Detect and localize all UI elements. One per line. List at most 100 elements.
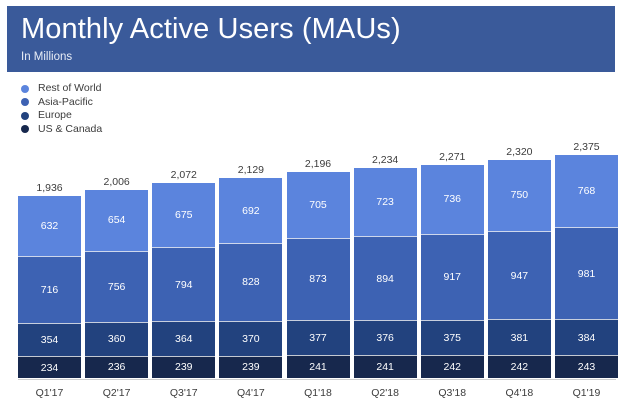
bar-segment[interactable]: 705 (286, 171, 350, 238)
bar-segment[interactable]: 360 (85, 322, 149, 356)
bar-segment-value: 234 (40, 361, 59, 374)
x-axis-tick-label: Q3'17 (169, 387, 198, 399)
bar-segment[interactable]: 377 (286, 319, 350, 356)
bar-segment-value: 364 (174, 332, 193, 345)
legend-item[interactable]: Rest of World (21, 82, 221, 95)
bar-segment-value: 239 (174, 361, 193, 374)
bar-segment-value: 705 (309, 198, 327, 211)
bar-segment[interactable]: 873 (286, 238, 350, 320)
bar-segment-value: 381 (510, 331, 529, 344)
bar-segment[interactable]: 756 (85, 251, 149, 323)
bar-segment[interactable]: 376 (353, 320, 417, 356)
bar-segment[interactable]: 981 (555, 227, 618, 320)
bar-total-label: 2,320 (506, 146, 533, 159)
bar-segment-value: 716 (40, 283, 59, 296)
bar-segment-value: 981 (577, 267, 596, 280)
bar-segment[interactable]: 723 (353, 168, 417, 237)
bar-stack: 675 794 364 239 (152, 183, 216, 378)
bar-group[interactable]: 2,320 750 947 381 242 (487, 140, 551, 378)
bar-segment[interactable]: 768 (555, 155, 618, 228)
bar-segment-value: 377 (309, 332, 327, 345)
bar-segment[interactable]: 894 (353, 236, 417, 321)
bar-segment[interactable]: 370 (219, 320, 283, 356)
bar-group[interactable]: 2,006 654 756 360 236 (85, 140, 149, 378)
legend-item-label: US & Canada (38, 122, 103, 135)
bar-segment-value: 384 (577, 331, 596, 344)
bar-group[interactable]: 2,271 736 917 375 242 (420, 140, 484, 378)
bar-stack: 750 947 381 242 (487, 160, 551, 378)
bar-segment[interactable]: 947 (487, 230, 551, 320)
bar-group[interactable]: 2,129 692 828 370 239 (219, 140, 283, 378)
bar-segment-value: 375 (443, 332, 462, 345)
legend-item[interactable]: Europe (21, 109, 221, 122)
bar-segment[interactable]: 692 (219, 178, 283, 244)
x-axis-tick-label: Q1'18 (304, 387, 332, 399)
legend-item[interactable]: US & Canada (21, 123, 221, 136)
bar-segment[interactable]: 384 (555, 319, 618, 356)
legend-swatch-icon (21, 84, 29, 93)
bar-total-label: 2,072 (170, 169, 197, 182)
bar-segment-value: 239 (242, 361, 260, 374)
bar-segment-value: 243 (577, 361, 596, 374)
bar-segment[interactable]: 917 (420, 233, 484, 320)
bar-segment[interactable]: 241 (286, 355, 350, 378)
bar-segment-value: 750 (510, 189, 529, 202)
x-axis-tick-label: Q4'17 (237, 387, 265, 399)
bar-segment-value: 873 (309, 273, 327, 286)
bar-segment[interactable]: 654 (85, 189, 149, 252)
bar-segment-value: 692 (242, 204, 260, 217)
bar-segment-value: 768 (577, 185, 596, 198)
bar-segment[interactable]: 354 (18, 322, 81, 357)
bar-segment-value: 242 (510, 361, 529, 374)
bar-group[interactable]: 2,234 723 894 376 241 (353, 140, 417, 378)
bar-segment[interactable]: 242 (487, 355, 551, 378)
bar-segment[interactable]: 828 (219, 243, 283, 321)
x-axis-line (18, 379, 616, 380)
bar-segment-value: 242 (443, 361, 462, 374)
bar-segment-value: 236 (107, 361, 126, 374)
bar-segment[interactable]: 381 (487, 319, 551, 356)
bar-segment-value: 947 (510, 269, 529, 282)
bar-group[interactable]: 2,072 675 794 364 239 (152, 140, 216, 378)
bar-stack: 705 873 377 241 (286, 171, 350, 378)
legend-item-label: Asia-Pacific (38, 95, 93, 108)
bar-segment[interactable]: 716 (18, 255, 81, 323)
bar-segment-value: 241 (376, 361, 394, 374)
bar-segment-value: 360 (107, 333, 126, 346)
bar-segment-value: 756 (107, 281, 126, 294)
bar-segment[interactable]: 234 (18, 356, 81, 378)
bar-segment[interactable]: 242 (420, 355, 484, 378)
bar-segment[interactable]: 364 (152, 321, 216, 356)
bar-segment[interactable]: 239 (219, 355, 283, 378)
bar-segment[interactable]: 736 (420, 164, 484, 234)
bar-segment[interactable]: 750 (487, 160, 551, 231)
legend-item[interactable]: Asia-Pacific (21, 96, 221, 109)
bar-group[interactable]: 1,936 632 716 354 234 (18, 140, 81, 378)
bar-group[interactable]: 2,196 705 873 377 241 (286, 140, 350, 378)
legend-swatch-icon (21, 98, 29, 106)
bar-segment-value: 894 (376, 272, 394, 285)
bar-segment-value: 632 (40, 219, 59, 232)
x-axis-tick-label: Q2'18 (371, 387, 399, 399)
legend-swatch-icon (21, 111, 29, 120)
bar-total-label: 2,375 (573, 141, 600, 153)
bar-segment-value: 376 (376, 332, 394, 345)
x-axis-tick-label: Q2'17 (102, 387, 131, 399)
bar-stack: 736 917 375 242 (420, 164, 484, 378)
bar-segment[interactable]: 632 (18, 196, 81, 256)
bar-segment[interactable]: 675 (152, 183, 216, 247)
chart-legend: Rest of World Asia-Pacific Europe US & Cana… (21, 82, 221, 136)
bar-segment-value: 654 (107, 214, 126, 227)
bar-stack: 632 716 354 234 (18, 196, 81, 378)
bar-segment[interactable]: 794 (152, 246, 216, 322)
bar-segment-value: 354 (40, 333, 59, 346)
bar-total-label: 1,936 (36, 182, 63, 195)
bar-segment[interactable]: 243 (555, 355, 618, 379)
x-axis-tick-label: Q1'19 (572, 387, 601, 399)
bar-segment[interactable]: 241 (353, 355, 417, 378)
bar-segment[interactable]: 236 (85, 355, 149, 378)
bar-segment[interactable]: 239 (152, 355, 216, 378)
bar-group[interactable]: 2,375 768 981 384 243 (555, 140, 618, 379)
bar-segment[interactable]: 375 (420, 319, 484, 356)
